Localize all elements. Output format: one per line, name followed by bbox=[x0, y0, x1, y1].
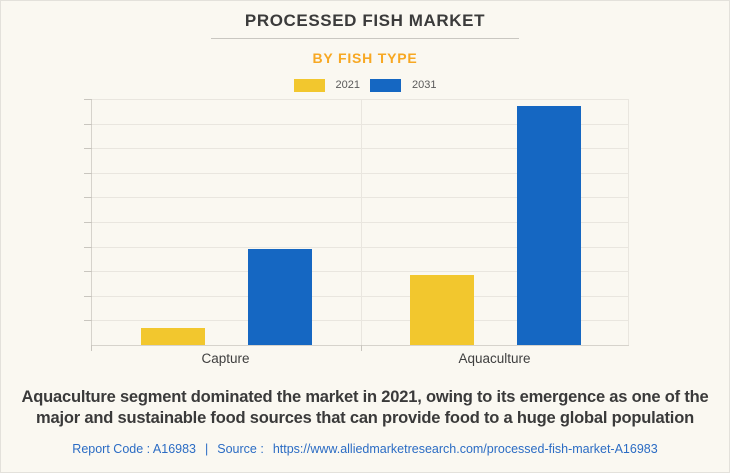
gridline bbox=[84, 320, 629, 322]
plot-right-edge-line bbox=[628, 99, 629, 345]
gridline bbox=[84, 99, 629, 100]
gridline bbox=[84, 222, 629, 223]
title-divider bbox=[211, 38, 519, 39]
gridline bbox=[84, 148, 629, 150]
gridline bbox=[84, 295, 629, 297]
gridline bbox=[84, 123, 629, 125]
bar-aquaculture-2031 bbox=[517, 106, 581, 345]
bar-group-capture bbox=[92, 99, 361, 345]
legend-label-2031: 2031 bbox=[412, 79, 437, 91]
source-prefix: Source : bbox=[217, 442, 264, 456]
gridline bbox=[84, 271, 629, 273]
gridline bbox=[84, 172, 629, 174]
bar-group-aquaculture bbox=[361, 99, 630, 345]
legend-swatch-2031 bbox=[370, 78, 401, 92]
bar-capture-2031 bbox=[248, 249, 312, 345]
footer: Report Code : A16983 | Source : https://… bbox=[1, 442, 729, 456]
bar-aquaculture-2021 bbox=[410, 274, 474, 345]
x-axis-labels: Capture Aquaculture bbox=[91, 351, 629, 366]
plot-area bbox=[84, 99, 630, 351]
chart-subtitle: BY FISH TYPE bbox=[312, 50, 418, 66]
bar-chart bbox=[1, 99, 729, 351]
gridline bbox=[84, 246, 629, 248]
x-axis-label-aquaculture: Aquaculture bbox=[458, 351, 531, 366]
chart-legend: 2021 2031 bbox=[1, 78, 729, 92]
source-url-link[interactable]: https://www.alliedmarketresearch.com/pro… bbox=[272, 442, 658, 456]
legend-swatch-2021 bbox=[293, 78, 325, 92]
x-axis-label-capture: Capture bbox=[201, 351, 250, 366]
axis-tick bbox=[91, 345, 92, 351]
chart-description: Aquaculture segment dominated the market… bbox=[21, 388, 709, 427]
footer-separator: | bbox=[205, 442, 209, 456]
category-separator-line bbox=[360, 99, 362, 345]
legend-item-2021: 2021 bbox=[293, 78, 360, 92]
bar-capture-2021 bbox=[141, 327, 205, 345]
gridline bbox=[84, 197, 629, 199]
report-code: Report Code : A16983 bbox=[72, 442, 196, 456]
legend-label-2021: 2021 bbox=[335, 79, 360, 91]
page-title: PROCESSED FISH MARKET bbox=[244, 11, 486, 30]
legend-item-2031: 2031 bbox=[370, 78, 437, 92]
axis-tick bbox=[360, 345, 362, 351]
